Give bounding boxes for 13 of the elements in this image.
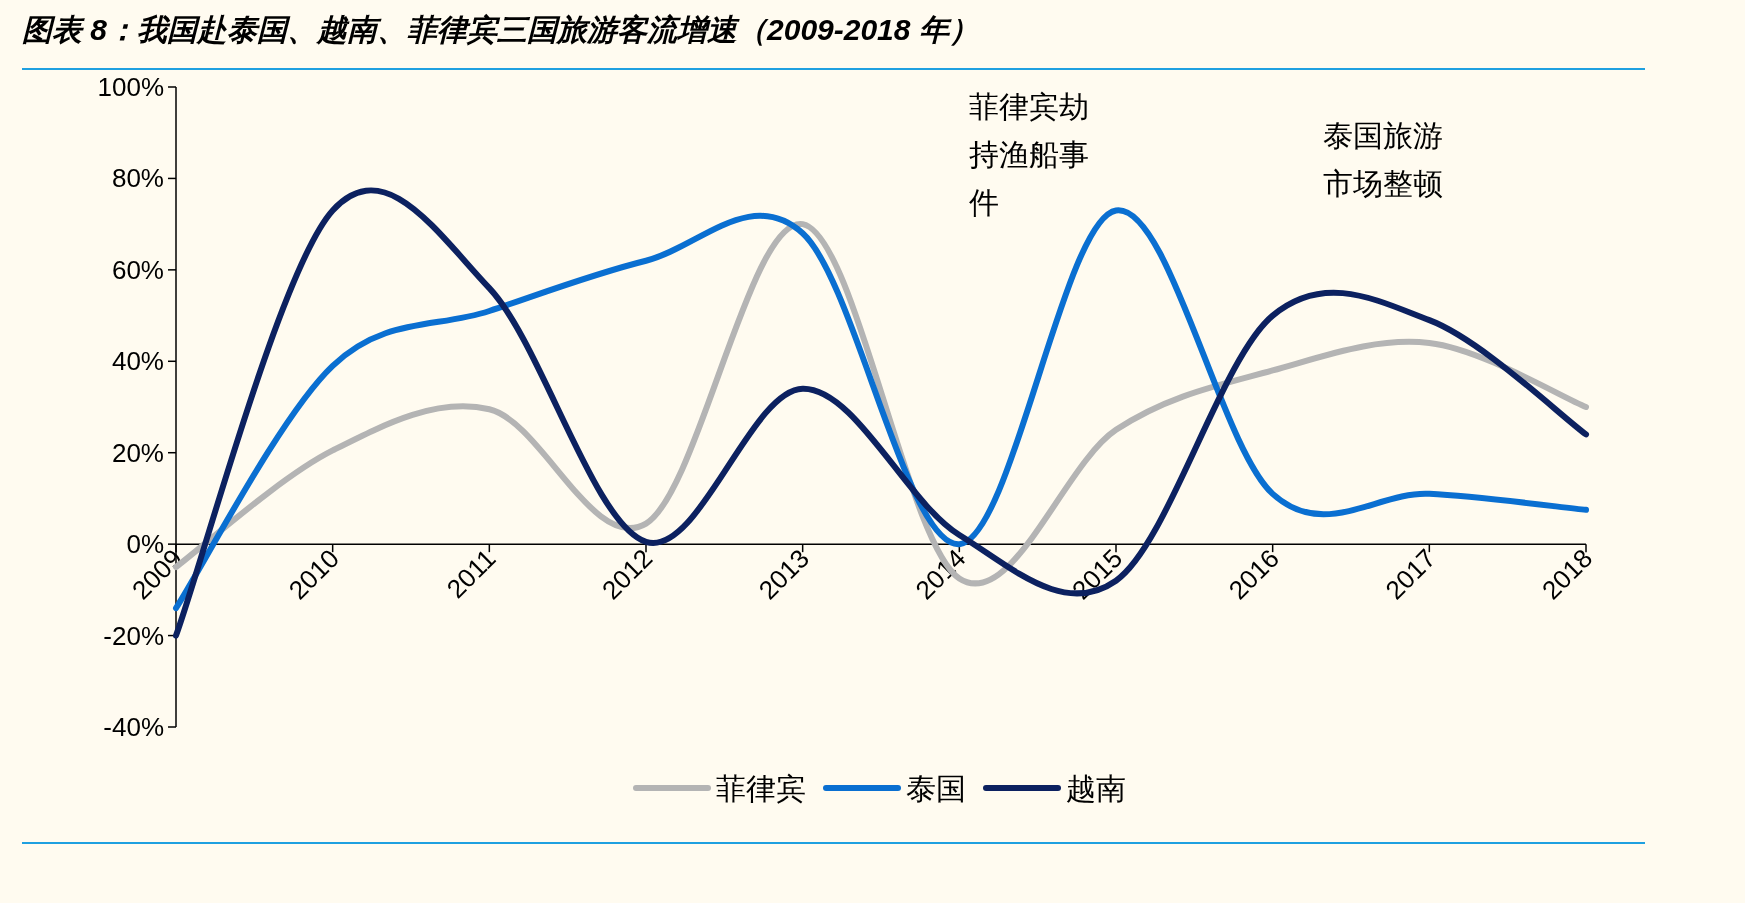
chart-title: 图表 8：我国赴泰国、越南、菲律宾三国旅游客流增速（2009-2018 年） <box>22 13 979 46</box>
y-tick-label: 60% <box>111 254 164 285</box>
annotation: 菲律宾劫持渔船事件 <box>969 89 1089 220</box>
y-tick-label: -20% <box>103 620 164 651</box>
legend-label: 菲律宾 <box>716 772 806 805</box>
legend-label: 越南 <box>1066 772 1126 805</box>
annotation: 泰国旅游市场整顿 <box>1323 118 1443 201</box>
y-tick-label: 100% <box>97 72 164 102</box>
y-tick-label: 40% <box>111 346 164 377</box>
y-tick-label: 80% <box>111 163 164 194</box>
y-tick-label: -40% <box>103 712 164 742</box>
y-tick-label: 20% <box>111 437 164 468</box>
legend-label: 泰国 <box>906 772 966 805</box>
